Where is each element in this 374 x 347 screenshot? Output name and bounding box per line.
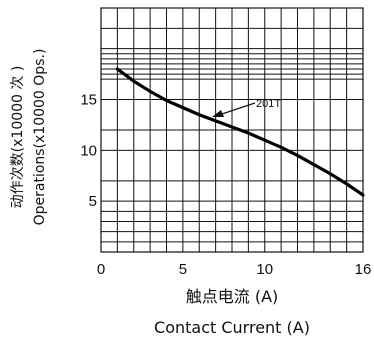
x-tick-label: 5 xyxy=(179,261,187,278)
series-line-201t xyxy=(115,67,365,197)
series-label-leader xyxy=(221,102,256,115)
x-axis-label-cn: 触点电流 (A) xyxy=(186,287,279,306)
y-axis-label-cn: 动作次数(x10000 次 ) xyxy=(10,66,26,209)
series-label-arrowhead xyxy=(212,110,224,117)
y-tick-label: 15 xyxy=(80,92,97,109)
chart-grid xyxy=(100,7,364,253)
x-tick-label: 16 xyxy=(355,261,372,278)
y-axis-label-en: Operations(x10000 Ops.) xyxy=(32,49,48,226)
x-tick-label: 10 xyxy=(256,261,273,278)
y-tick-label: 10 xyxy=(80,142,97,159)
chart-series xyxy=(115,67,365,197)
x-axis-label-en: Contact Current (A) xyxy=(154,318,310,337)
plot-frame xyxy=(100,7,364,253)
x-tick-label: 0 xyxy=(97,261,105,278)
series-label-text: 201T xyxy=(256,98,281,110)
y-tick-label: 5 xyxy=(89,193,97,210)
series-label-201t: 201T xyxy=(212,98,281,117)
chart-ticks: 0 5 10 16 5 10 15 xyxy=(80,92,371,279)
